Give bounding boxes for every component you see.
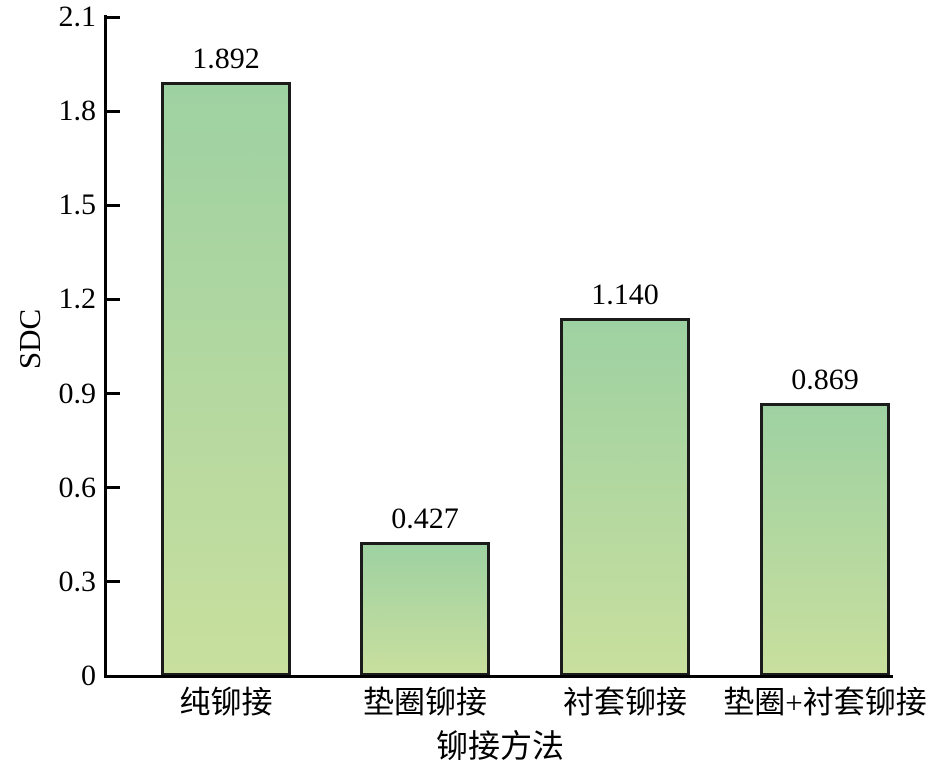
y-tick-mark: [107, 580, 120, 583]
y-tick-mark: [107, 392, 120, 395]
y-tick-mark: [107, 204, 120, 207]
x-category-label: 纯铆接: [179, 685, 273, 720]
y-tick-label: 0.9: [58, 377, 97, 410]
y-tick-mark: [107, 486, 120, 489]
y-tick-mark: [107, 110, 120, 113]
y-tick-label: 1.8: [58, 94, 97, 127]
x-category-label: 衬套铆接: [563, 685, 687, 720]
y-tick-label: 0.3: [58, 565, 97, 598]
y-tick-label: 0.6: [58, 471, 97, 504]
y-tick-mark: [107, 298, 120, 301]
y-tick-mark: [107, 16, 120, 19]
bar: [360, 542, 490, 676]
bar-value-label: 1.892: [192, 42, 260, 75]
x-category-label: 垫圈+衬套铆接: [723, 685, 927, 720]
x-axis-line: [104, 675, 893, 678]
y-tick-label: 0: [81, 659, 96, 692]
x-axis-title: 铆接方法: [435, 728, 564, 764]
y-tick-label: 1.5: [58, 188, 97, 221]
y-tick-label: 2.1: [58, 0, 97, 33]
bar-value-label: 0.427: [391, 502, 459, 535]
bar-value-label: 1.140: [591, 278, 659, 311]
bar: [560, 318, 690, 676]
y-axis-line: [104, 15, 107, 678]
x-category-label: 垫圈铆接: [363, 685, 487, 720]
y-tick-label: 1.2: [58, 282, 97, 315]
bar: [760, 403, 890, 676]
bar: [161, 82, 291, 676]
bar-value-label: 0.869: [791, 363, 859, 396]
